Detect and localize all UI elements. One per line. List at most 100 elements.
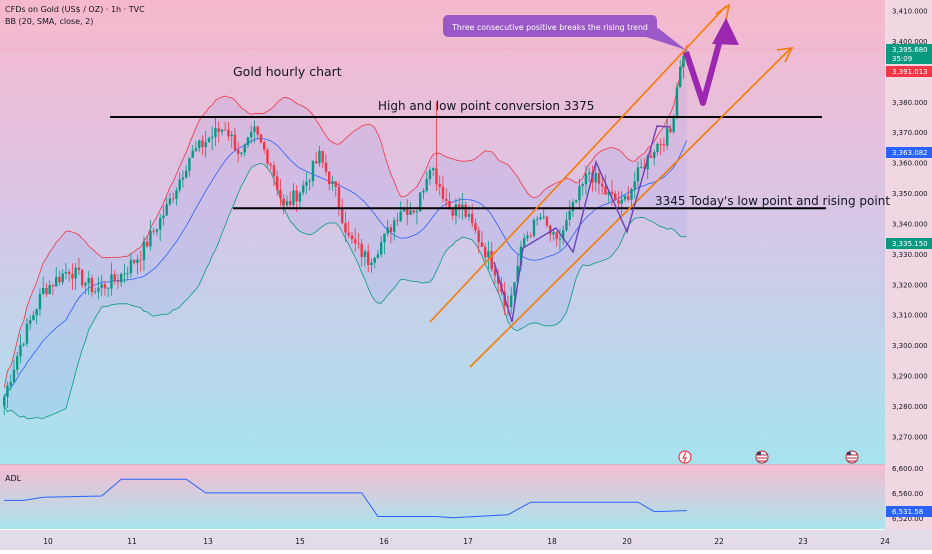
candle	[214, 117, 217, 146]
candle	[139, 250, 142, 272]
candle-body	[116, 280, 120, 283]
candle-body	[523, 238, 526, 247]
candle	[194, 140, 198, 152]
candle	[282, 194, 285, 215]
candle	[588, 168, 591, 183]
candle	[55, 266, 58, 287]
candle-body	[25, 323, 29, 344]
adl-badge[interactable]: 6,531.58	[886, 506, 932, 517]
price-tick-label: 3,350.000	[892, 190, 928, 198]
candle-body	[331, 181, 334, 185]
candle-body	[305, 181, 308, 186]
candle	[256, 125, 259, 139]
candle	[451, 207, 454, 220]
candle	[45, 283, 48, 297]
candle-body	[675, 87, 679, 116]
candle-body	[276, 176, 279, 190]
candle	[575, 199, 578, 204]
candle-body	[601, 183, 604, 187]
candle	[558, 228, 562, 251]
candle	[162, 205, 165, 226]
candle	[614, 190, 617, 201]
candle-body	[640, 166, 643, 168]
candle	[370, 258, 373, 273]
candle-body	[448, 200, 451, 210]
candle	[58, 270, 61, 286]
candle	[324, 153, 328, 176]
candle-body	[22, 343, 25, 345]
candle	[640, 158, 643, 169]
candle-body	[253, 126, 256, 132]
time-tick-label: 11	[127, 537, 137, 546]
candle	[211, 126, 214, 151]
callout-box[interactable]	[443, 15, 657, 37]
price-tick-label: 3,320.000	[892, 281, 928, 289]
candle-body	[623, 195, 627, 200]
candle	[207, 136, 211, 143]
candle	[25, 317, 29, 347]
candle	[545, 215, 549, 228]
adl-label[interactable]: ADL	[5, 474, 22, 483]
price-axis-background[interactable]	[885, 0, 932, 530]
price-badge[interactable]: 3,363.082	[886, 147, 932, 158]
candle-body	[575, 200, 578, 202]
symbol-title[interactable]: CFDs on Gold (US$ / OZ) · 1h · TVC	[5, 5, 145, 14]
candle-body	[539, 217, 542, 220]
price-badge[interactable]: 3,395.680	[886, 44, 932, 55]
candle-body	[415, 211, 419, 213]
adl-indicator	[4, 478, 687, 519]
candle	[497, 268, 500, 294]
candle-body	[666, 128, 669, 146]
candle	[493, 265, 497, 285]
candle	[415, 207, 419, 225]
candle-body	[162, 215, 165, 219]
candle	[243, 143, 246, 157]
candle-body	[165, 204, 168, 216]
zigzag-pattern-line	[493, 125, 671, 323]
us-flag-event-icon[interactable]	[755, 450, 769, 464]
candle-body	[490, 251, 493, 270]
candle-body	[513, 282, 516, 296]
candle-body	[376, 254, 380, 258]
axes: 3,410.0003,400.0003,390.0003,380.0003,37…	[43, 8, 927, 546]
candle-body	[256, 126, 259, 135]
us-flag-event-icon[interactable]	[845, 450, 859, 464]
candle	[87, 270, 90, 295]
candle-body	[604, 186, 607, 195]
candle-body	[308, 181, 311, 182]
candle-body	[588, 172, 591, 175]
candle-body	[207, 138, 211, 143]
candle	[675, 82, 679, 120]
candle-body	[279, 189, 282, 199]
candle-body	[152, 230, 155, 232]
candle-body	[224, 129, 227, 131]
candle	[133, 259, 136, 265]
earnings-flash-icon[interactable]	[678, 450, 692, 464]
candle-body	[110, 274, 113, 289]
candle	[116, 273, 120, 290]
candle-body	[55, 277, 58, 287]
candle-body	[266, 149, 269, 164]
price-badge[interactable]: 35:09	[886, 53, 932, 64]
candle	[682, 53, 685, 79]
candle	[237, 141, 240, 163]
candle-body	[571, 201, 575, 212]
candle-body	[295, 190, 298, 202]
candle	[259, 133, 263, 144]
candle	[549, 224, 552, 242]
price-badge[interactable]: 3,391.013	[886, 66, 932, 77]
candle	[29, 315, 32, 330]
candle-body	[29, 320, 32, 324]
candle-body	[406, 208, 409, 215]
indicator-title[interactable]: BB (20, SMA, close, 2)	[5, 17, 93, 26]
candle-body	[542, 216, 545, 218]
price-badge-bg	[886, 53, 932, 64]
candle-body	[175, 190, 178, 199]
candle-body	[35, 309, 38, 316]
time-axis-background[interactable]	[0, 530, 932, 550]
candle	[250, 125, 253, 144]
price-badge[interactable]: 3,335.150	[886, 238, 932, 249]
candle-body	[461, 204, 464, 209]
